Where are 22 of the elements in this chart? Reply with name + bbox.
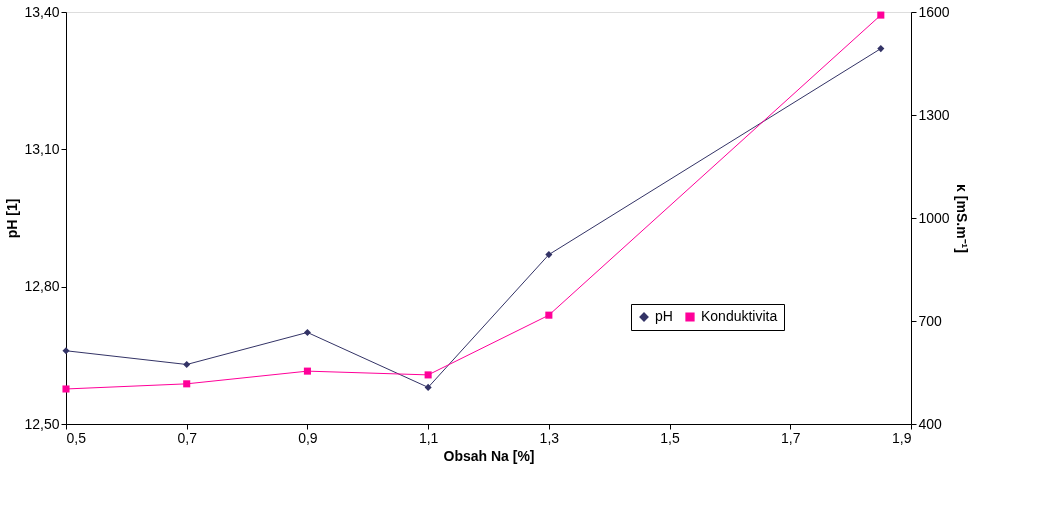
x-tick-label: 1,9 xyxy=(892,429,912,446)
x-tick-label: 1,3 xyxy=(539,429,560,446)
x-tick-label: 0,5 xyxy=(66,429,87,446)
x-tick-label: 0,7 xyxy=(177,429,198,446)
x-tick-label: 1,5 xyxy=(660,429,681,446)
y2-tick-label: 700 xyxy=(918,312,943,329)
x-tick-label: 1,7 xyxy=(781,429,801,446)
legend-label: Konduktivita xyxy=(701,308,778,324)
x-axis-title: Obsah Na [%] xyxy=(443,447,535,464)
x-tick-label: 0,9 xyxy=(298,429,318,446)
y2-tick-label: 400 xyxy=(918,415,943,432)
legend-label: pH xyxy=(655,308,673,324)
y-axis-title: pH [1] xyxy=(4,198,21,239)
y-tick-label: 12,80 xyxy=(24,278,60,295)
x-tick-label: 1,1 xyxy=(418,429,439,446)
y2-tick-label: 1300 xyxy=(918,106,950,123)
y2-tick-label: 1600 xyxy=(918,3,950,20)
y2-tick-label: 1000 xyxy=(918,209,950,226)
y2-axis-title: κ [mS.m⁻¹] xyxy=(953,184,970,253)
y-tick-label: 12,50 xyxy=(24,415,60,432)
y-tick-label: 13,40 xyxy=(24,3,60,20)
y-tick-label: 13,10 xyxy=(24,140,60,157)
